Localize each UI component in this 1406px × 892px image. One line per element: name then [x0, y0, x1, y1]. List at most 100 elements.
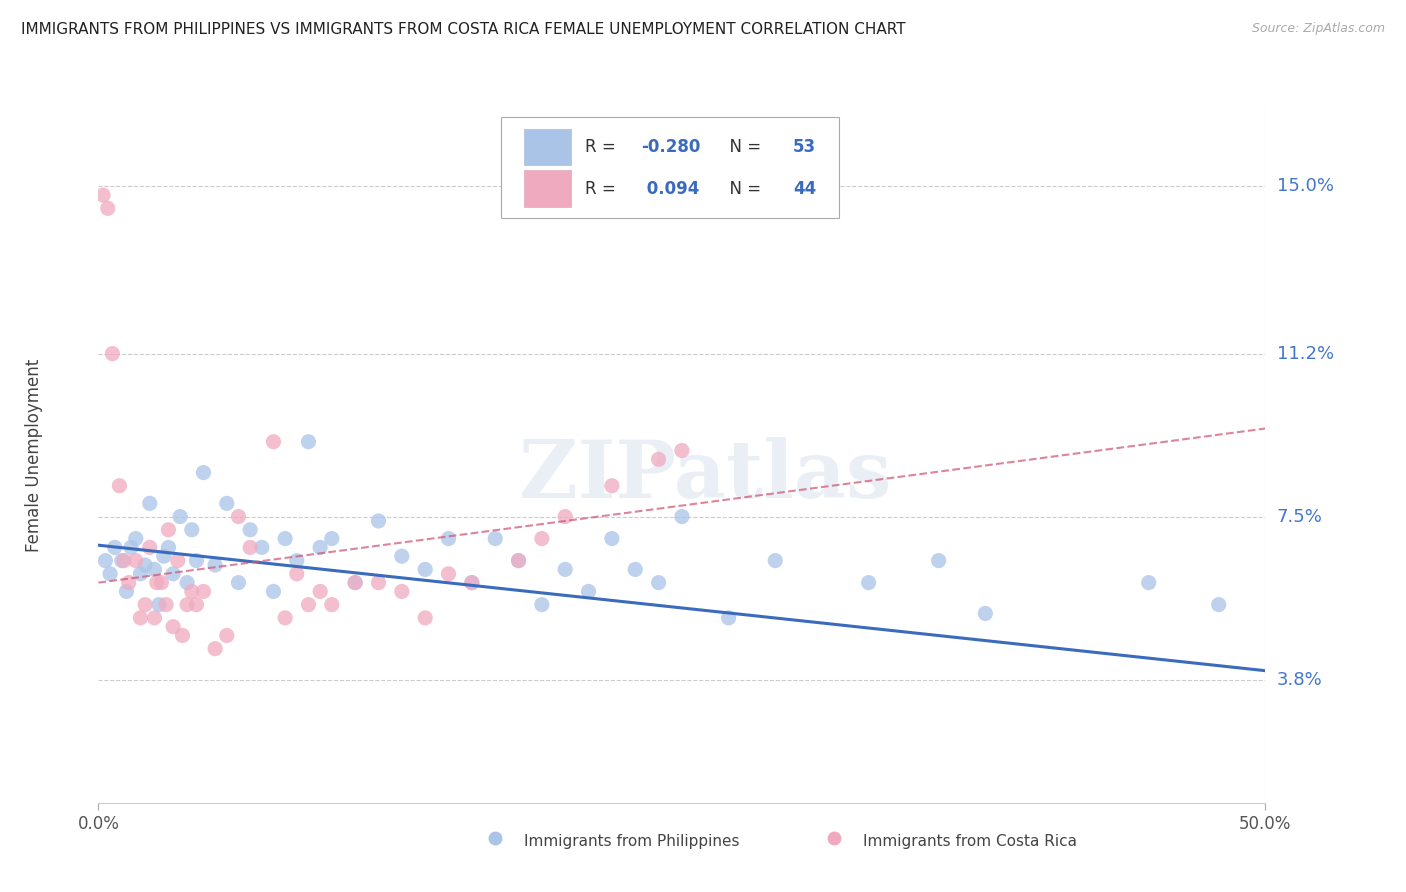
Text: 3.8%: 3.8%: [1277, 671, 1322, 689]
Point: [176, 575, 198, 590]
Point: [274, 532, 297, 546]
Text: Source: ZipAtlas.com: Source: ZipAtlas.com: [1251, 22, 1385, 36]
Point: [111, 553, 134, 567]
Point: [461, 575, 484, 590]
Point: [239, 541, 262, 555]
Point: [1208, 598, 1230, 612]
Point: [146, 575, 169, 590]
Point: [508, 553, 530, 567]
Point: [134, 598, 156, 612]
Point: [180, 523, 202, 537]
Point: [391, 584, 413, 599]
Point: [134, 558, 156, 572]
Point: [344, 575, 367, 590]
Point: [215, 628, 238, 642]
Point: [193, 466, 215, 480]
Text: 11.2%: 11.2%: [1277, 344, 1334, 363]
Point: [172, 628, 194, 642]
Text: 7.5%: 7.5%: [1277, 508, 1323, 525]
Point: [143, 611, 166, 625]
Point: [671, 443, 693, 458]
Point: [285, 553, 308, 567]
Point: [148, 598, 170, 612]
Point: [297, 434, 319, 449]
Point: [186, 598, 208, 612]
Point: [671, 509, 693, 524]
Point: [763, 553, 786, 567]
Point: [204, 641, 226, 656]
Text: Immigrants from Philippines: Immigrants from Philippines: [524, 833, 740, 848]
Point: [157, 541, 180, 555]
Point: [717, 611, 740, 625]
Point: [108, 479, 131, 493]
FancyBboxPatch shape: [524, 129, 571, 165]
Point: [139, 541, 162, 555]
Point: [508, 553, 530, 567]
Text: ZIPatlas: ZIPatlas: [519, 437, 891, 515]
Point: [413, 562, 436, 576]
Point: [104, 541, 127, 555]
Point: [974, 607, 997, 621]
Point: [139, 496, 162, 510]
Point: [391, 549, 413, 564]
Point: [155, 598, 177, 612]
Point: [321, 532, 343, 546]
Point: [150, 575, 173, 590]
Point: [115, 584, 138, 599]
Text: Female Unemployment: Female Unemployment: [25, 359, 44, 551]
Point: [169, 509, 191, 524]
Point: [530, 532, 553, 546]
Point: [215, 496, 238, 510]
Point: [162, 620, 184, 634]
Point: [112, 553, 135, 567]
Point: [176, 598, 198, 612]
Point: [647, 452, 669, 467]
Text: Immigrants from Costa Rica: Immigrants from Costa Rica: [863, 833, 1077, 848]
Point: [437, 532, 460, 546]
Point: [367, 514, 389, 528]
Text: IMMIGRANTS FROM PHILIPPINES VS IMMIGRANTS FROM COSTA RICA FEMALE UNEMPLOYMENT CO: IMMIGRANTS FROM PHILIPPINES VS IMMIGRANT…: [21, 22, 905, 37]
Point: [297, 598, 319, 612]
FancyBboxPatch shape: [501, 118, 839, 219]
Point: [262, 434, 284, 449]
Point: [193, 584, 215, 599]
Point: [97, 202, 120, 216]
Point: [413, 611, 436, 625]
Text: 44: 44: [793, 179, 815, 198]
Point: [186, 553, 208, 567]
Text: R =: R =: [585, 138, 621, 156]
Point: [858, 575, 880, 590]
Point: [101, 346, 124, 360]
Text: R =: R =: [585, 179, 621, 198]
Text: 0.094: 0.094: [641, 179, 699, 198]
Point: [98, 566, 121, 581]
Point: [484, 532, 506, 546]
Point: [600, 479, 623, 493]
Text: 15.0%: 15.0%: [1277, 178, 1333, 195]
Point: [262, 584, 284, 599]
Point: [120, 541, 142, 555]
Point: [166, 553, 188, 567]
Point: [928, 553, 950, 567]
Point: [344, 575, 367, 590]
Point: [228, 575, 250, 590]
Point: [367, 575, 389, 590]
Point: [285, 566, 308, 581]
Text: N =: N =: [720, 179, 766, 198]
Point: [1137, 575, 1160, 590]
Point: [321, 598, 343, 612]
Point: [554, 509, 576, 524]
Point: [239, 523, 262, 537]
Point: [94, 553, 117, 567]
Point: [129, 566, 152, 581]
Point: [437, 566, 460, 581]
Point: [647, 575, 669, 590]
Point: [143, 562, 166, 576]
Point: [578, 584, 600, 599]
Point: [309, 541, 332, 555]
Point: [274, 611, 297, 625]
Point: [204, 558, 226, 572]
FancyBboxPatch shape: [524, 170, 571, 207]
Point: [180, 584, 202, 599]
Point: [157, 523, 180, 537]
